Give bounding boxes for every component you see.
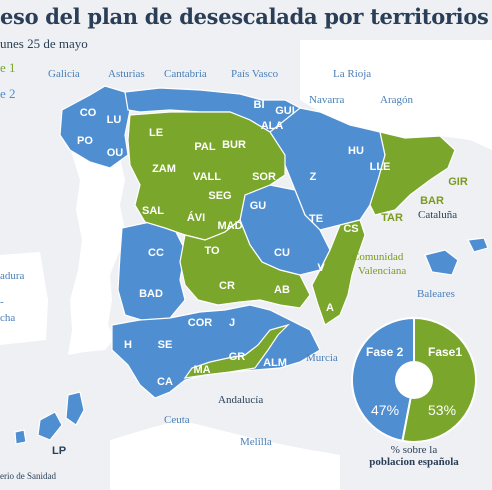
pie-pct-fase1: 53%	[428, 402, 457, 418]
fase1-area	[127, 111, 456, 379]
province-bar: BAR	[420, 195, 444, 207]
pie-label-fase2: Fase 2	[366, 345, 404, 359]
province-sal: SAL	[142, 205, 164, 217]
pie-slice-fase1	[401, 316, 477, 443]
region-label-baleares: Baleares	[417, 288, 455, 300]
province-v: V	[317, 262, 325, 274]
province-ou: OU	[106, 147, 124, 159]
region-label-valenciana: Valenciana	[358, 265, 407, 277]
province-to: TO	[204, 245, 220, 257]
province-bi: BI	[253, 99, 265, 111]
province-bur: BUR	[222, 139, 246, 151]
province-vall: VALL	[193, 171, 221, 183]
province-le: LE	[148, 127, 164, 139]
province-gui: GUI	[275, 105, 295, 117]
province-alm: ALM	[263, 357, 287, 369]
province-lle: LLE	[369, 161, 391, 173]
region-label-cataluna: Cataluña	[418, 209, 458, 221]
region-label-asturias: Asturias	[108, 68, 145, 80]
pie-hole	[395, 361, 433, 399]
province-hu: HU	[348, 145, 364, 157]
region-label-castilla-fragment-1: -	[0, 296, 4, 308]
france-landmass	[300, 40, 492, 150]
province-zam: ZAM	[152, 163, 176, 175]
province-ma: MA	[193, 364, 211, 376]
legend-fase1: e 1	[0, 60, 16, 75]
province-cor: COR	[187, 317, 213, 329]
region-label-navarra: Navarra	[309, 94, 345, 106]
pie-caption-line1: % sobre la	[390, 444, 438, 456]
province-j: J	[228, 317, 236, 329]
pie-caption: % sobre la poblacion española	[352, 444, 476, 468]
province-po: PO	[77, 135, 93, 147]
region-label-murcia: Murcia	[306, 352, 338, 364]
region-label-comunidad: Comunidad	[352, 251, 404, 263]
region-label-aragon: Aragón	[380, 94, 413, 106]
region-label-la-rioja: La Rioja	[333, 68, 372, 80]
africa-landmass	[110, 420, 340, 490]
province-avi: ÁVI	[186, 212, 206, 224]
region-label-melilla: Melilla	[240, 436, 272, 448]
province-gir: GIR	[448, 176, 468, 188]
province-te: TE	[308, 213, 324, 225]
province-gu: GU	[249, 200, 267, 212]
province-h: H	[124, 339, 132, 351]
source-note: erio de Sanidad	[0, 471, 56, 481]
page-subtitle: unes 25 de mayo	[0, 36, 88, 51]
region-label-andalucia: Andalucía	[218, 394, 264, 406]
province-cs: CS	[343, 223, 359, 235]
province-se: SE	[157, 339, 173, 351]
pie-pct-fase2: 47%	[371, 402, 400, 418]
province-cu: CU	[274, 247, 290, 259]
province-lu: LU	[106, 114, 122, 126]
population-pie-chart	[351, 316, 477, 443]
province-cr: CR	[219, 280, 235, 292]
province-z: Z	[309, 171, 317, 183]
region-label-ceuta: Ceuta	[164, 414, 190, 426]
province-bad: BAD	[139, 288, 163, 300]
portugal-landmass	[68, 148, 125, 355]
region-label-galicia: Galicia	[48, 68, 80, 80]
province-sor: SOR	[252, 171, 276, 183]
pie-label-fase1: Fase1	[428, 345, 463, 359]
region-label-cantabria: Cantabria	[164, 68, 207, 80]
fase2-area	[14, 85, 489, 445]
pie-slice-fase-2	[351, 316, 415, 443]
region-label-extremadura-fragment: adura	[0, 270, 25, 282]
province-gr: GR	[228, 351, 246, 363]
province-tar: TAR	[381, 212, 403, 224]
province-pal: PAL	[194, 141, 216, 153]
page-title: eso del plan de desescalada por territor…	[0, 4, 489, 29]
left-fringe	[0, 252, 48, 345]
province-ala: ALA	[260, 120, 284, 132]
province-ab: AB	[274, 284, 290, 296]
province-cc: CC	[148, 247, 164, 259]
region-label-castilla-fragment-2: cha	[0, 312, 16, 324]
province-co: CO	[79, 107, 97, 119]
pie-caption-line2: poblacion española	[369, 456, 459, 468]
province-lp: LP	[51, 445, 67, 457]
region-label-pais-vasco: País Vasco	[231, 68, 279, 80]
province-seg: SEG	[208, 190, 232, 202]
province-a: A	[326, 302, 334, 314]
legend-fase2: e 2	[0, 86, 16, 101]
province-ca: CA	[157, 376, 173, 388]
province-mad: MAD	[217, 220, 243, 232]
